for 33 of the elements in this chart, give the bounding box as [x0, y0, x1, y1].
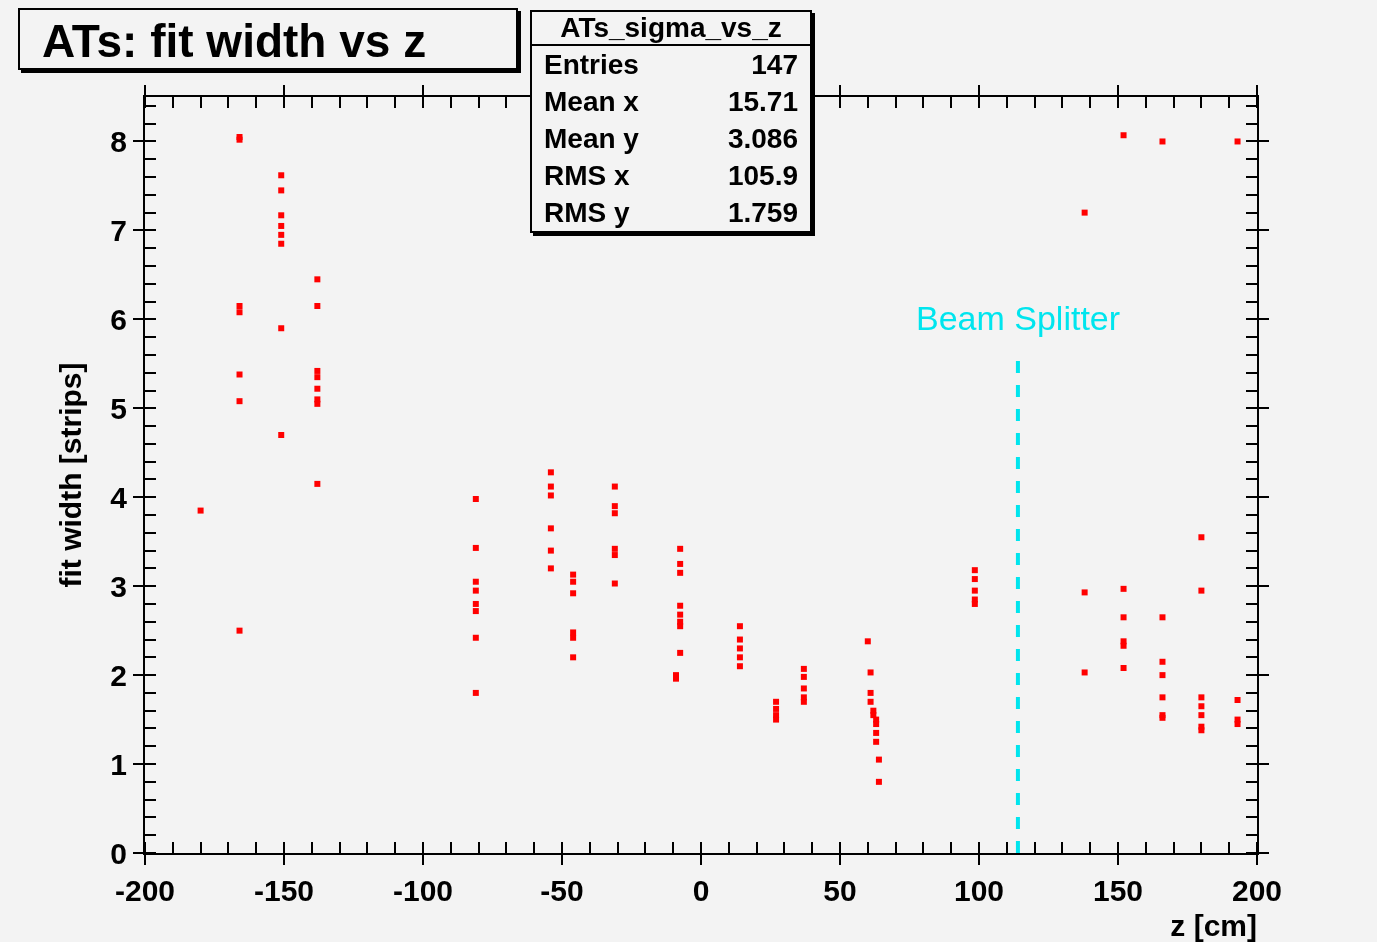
x-tick-label: 50: [823, 874, 857, 907]
annotation: 1.759: [727, 196, 798, 230]
ref-line-label: Beam Splitter: [916, 299, 1121, 337]
x-axis-title: z [cm]: [1170, 909, 1257, 942]
annotation: Mean y: [544, 122, 639, 156]
y-axis-title: fit width [strips]: [53, 362, 87, 588]
y-tick-label: 1: [110, 747, 127, 781]
annotation: RMS y: [544, 196, 630, 230]
annotation: 15.71: [727, 85, 798, 119]
x-tick-label: 100: [953, 874, 1005, 907]
text: 147: [751, 48, 798, 82]
y-tick-label: 0: [110, 836, 127, 870]
annotation: Mean x: [544, 85, 639, 119]
x-tick-label: -100: [392, 874, 454, 907]
y-tick-label: 4: [110, 480, 128, 514]
annotation: 3.086: [727, 122, 798, 156]
y-tick-label: 8: [110, 124, 127, 158]
x-tick-label: -200: [114, 874, 176, 907]
x-tick-label: -150: [253, 874, 315, 907]
text: Entries: [544, 48, 639, 82]
chart-title: ATs: fit width vs z: [18, 8, 518, 70]
y-tick-label: 2: [110, 658, 127, 692]
x-tick-label: -50: [540, 874, 584, 907]
y-tick-label: 6: [110, 302, 127, 336]
y-tick-label: 5: [110, 391, 127, 425]
text: ATs_sigma_vs_z: [532, 12, 810, 46]
x-tick-label: 150: [1092, 874, 1144, 907]
y-tick-label: 7: [110, 213, 127, 247]
y-tick-label: 3: [110, 569, 127, 603]
annotation: 105.9: [727, 159, 798, 193]
x-tick-label: 0: [692, 874, 710, 907]
x-tick-label: 200: [1231, 874, 1283, 907]
annotation: RMS x: [544, 159, 630, 193]
